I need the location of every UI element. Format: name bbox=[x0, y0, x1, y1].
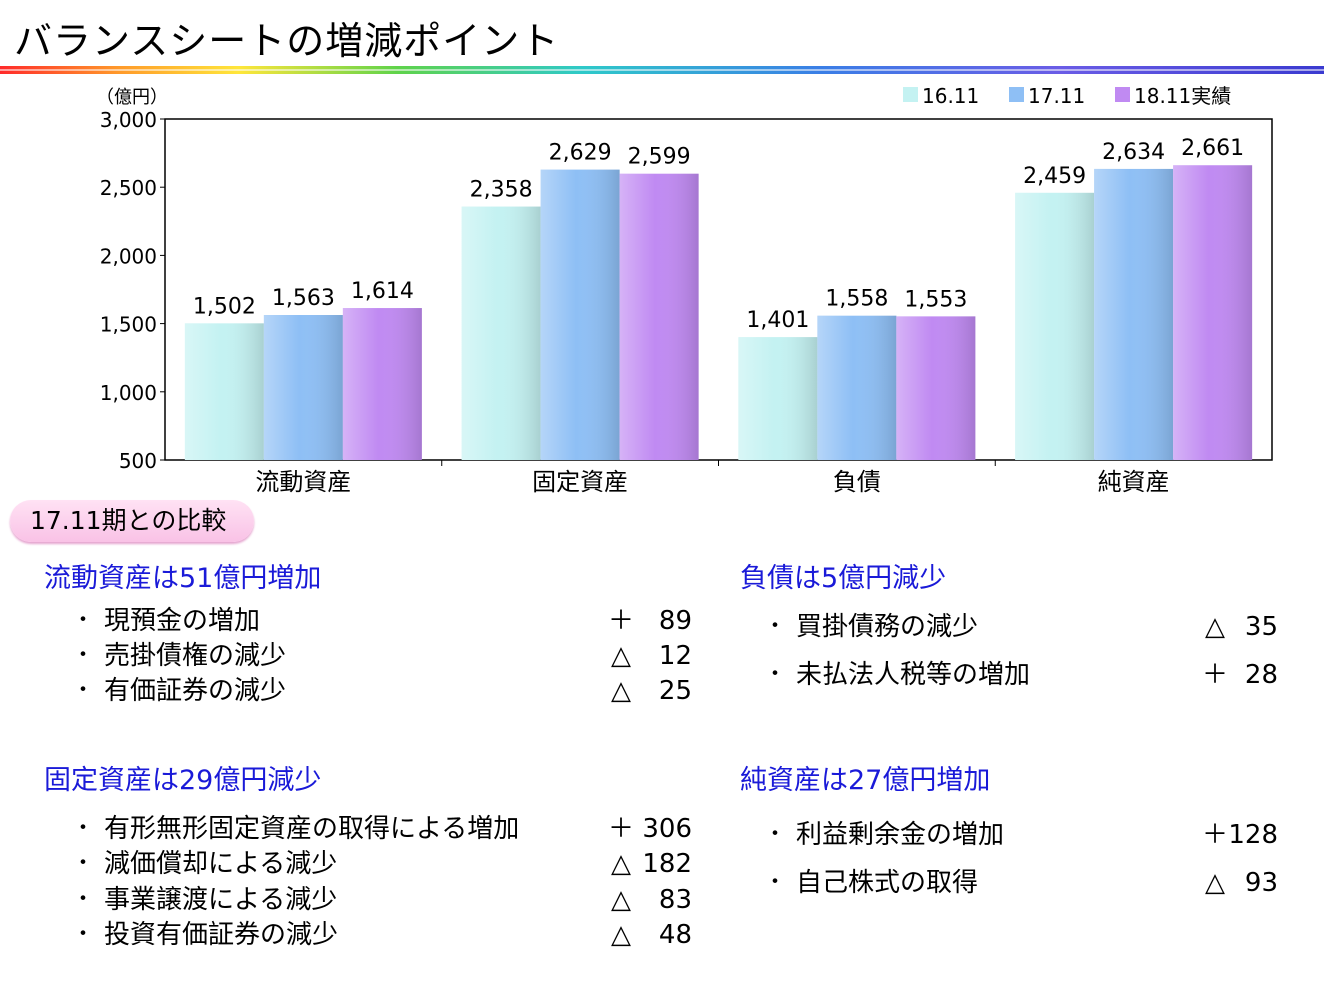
data-label: 2,459 bbox=[1023, 164, 1086, 189]
data-label: 1,553 bbox=[904, 287, 967, 312]
bar-shading bbox=[1015, 192, 1095, 460]
data-label: 2,661 bbox=[1181, 136, 1244, 161]
item-label: 現預金の増加 bbox=[104, 606, 261, 636]
data-label: 1,401 bbox=[746, 308, 809, 333]
item-amount: 89 bbox=[658, 606, 692, 636]
item-amount: 12 bbox=[658, 641, 692, 671]
item-amount: 182 bbox=[642, 849, 692, 879]
item-sign: ＋ bbox=[1201, 820, 1228, 850]
item-amount: 28 bbox=[1244, 660, 1278, 690]
legend-label: 17.11 bbox=[1028, 84, 1085, 108]
bar-shading bbox=[263, 315, 343, 460]
y-tick-label: 2,500 bbox=[100, 176, 157, 200]
x-tick-label: 純資産 bbox=[1098, 468, 1170, 496]
item-sign: △ bbox=[1205, 612, 1225, 642]
data-label: 1,614 bbox=[351, 279, 414, 304]
section-heading-liabilities: 負債は5億円減少 bbox=[740, 563, 947, 594]
comparison-label: 17.11期との比較 bbox=[10, 500, 254, 542]
section-heading-current-assets: 流動資産は51億円増加 bbox=[44, 563, 322, 594]
y-tick-label: 1,500 bbox=[100, 313, 157, 337]
item-label: 買掛債務の減少 bbox=[796, 612, 979, 642]
bar-shading bbox=[817, 315, 897, 460]
legend-swatch bbox=[1115, 87, 1130, 102]
item-sign: ＋ bbox=[607, 606, 634, 636]
data-label: 2,358 bbox=[470, 178, 533, 203]
data-label: 2,629 bbox=[549, 141, 612, 166]
item-amount: 48 bbox=[658, 920, 692, 950]
bar-shading bbox=[184, 323, 264, 460]
item-label: 有価証券の減少 bbox=[104, 676, 287, 706]
item-amount: 306 bbox=[642, 814, 692, 844]
bar-shading bbox=[342, 308, 422, 460]
legend-label: 16.11 bbox=[922, 84, 979, 108]
section-heading-fixed-assets: 固定資産は29億円減少 bbox=[44, 765, 322, 796]
item-label: 自己株式の取得 bbox=[796, 868, 979, 898]
bar-shading bbox=[1173, 165, 1253, 460]
legend-label: 18.11実績 bbox=[1134, 84, 1231, 108]
bar-shading bbox=[738, 337, 818, 460]
y-tick-label: 500 bbox=[119, 449, 157, 473]
item-sign: △ bbox=[611, 885, 631, 915]
item-label: 売掛債権の減少 bbox=[104, 641, 287, 671]
item-amount: 93 bbox=[1244, 868, 1278, 898]
data-label: 2,634 bbox=[1102, 140, 1165, 165]
y-unit-label: （億円） bbox=[96, 87, 168, 108]
item-sign: △ bbox=[611, 676, 631, 706]
legend-swatch bbox=[903, 87, 918, 102]
x-tick-label: 流動資産 bbox=[255, 468, 351, 496]
legend-swatch bbox=[1009, 87, 1024, 102]
item-sign: ＋ bbox=[607, 814, 634, 844]
x-tick-label: 固定資産 bbox=[532, 468, 628, 496]
item-label: 事業譲渡による減少 bbox=[104, 885, 338, 915]
item-amount: 35 bbox=[1244, 612, 1278, 642]
bar-shading bbox=[1094, 168, 1174, 460]
data-label: 1,558 bbox=[825, 287, 888, 312]
item-amount: 25 bbox=[658, 676, 692, 706]
item-label: 減価償却による減少 bbox=[104, 849, 338, 879]
y-tick-label: 1,000 bbox=[100, 381, 157, 405]
item-sign: △ bbox=[611, 641, 631, 671]
item-label: 投資有価証券の減少 bbox=[104, 920, 339, 950]
bar-shading bbox=[540, 169, 620, 460]
bar-shading bbox=[461, 206, 541, 460]
y-tick-label: 2,000 bbox=[100, 244, 157, 268]
item-sign: ＋ bbox=[1201, 660, 1228, 690]
bar-shading bbox=[619, 173, 699, 460]
section-heading-net-assets: 純資産は27億円増加 bbox=[740, 765, 991, 796]
item-label: 未払法人税等の増加 bbox=[796, 660, 1031, 690]
x-tick-label: 負債 bbox=[833, 468, 881, 496]
item-label: 利益剰余金の増加 bbox=[796, 820, 1005, 850]
data-label: 1,502 bbox=[193, 294, 256, 319]
bar-shading bbox=[896, 316, 976, 460]
item-amount: 128 bbox=[1228, 820, 1278, 850]
data-label: 1,563 bbox=[272, 286, 335, 311]
item-amount: 83 bbox=[658, 885, 692, 915]
item-sign: △ bbox=[611, 849, 631, 879]
page-title: バランスシートの増減ポイント bbox=[14, 19, 560, 63]
y-tick-label: 3,000 bbox=[100, 108, 157, 132]
item-sign: △ bbox=[611, 920, 631, 950]
balance-sheet-chart: 500 1,000 1,500 2,000 2,500 3,000（億円） 1,502 1,5… bbox=[96, 84, 1273, 496]
rainbow-divider bbox=[0, 66, 1324, 74]
item-label: 有形無形固定資産の取得による増加 bbox=[104, 814, 520, 844]
item-sign: △ bbox=[1205, 868, 1225, 898]
data-label: 2,599 bbox=[628, 145, 691, 170]
